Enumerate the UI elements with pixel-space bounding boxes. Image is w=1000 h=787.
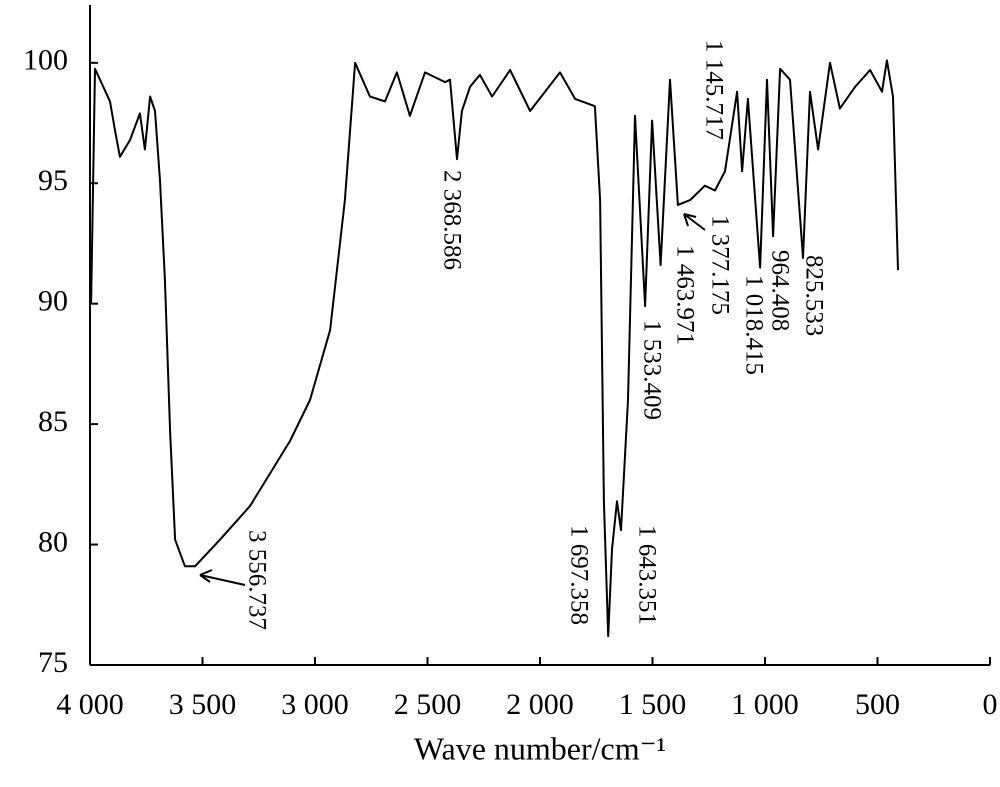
y-tick-label: 85 (38, 405, 68, 438)
y-tick-label: 100 (23, 44, 68, 77)
x-tick-label: 1 500 (619, 688, 687, 721)
peak-label: 1 377.175 (706, 215, 733, 315)
arrow (683, 213, 706, 231)
x-tick-label: 0 (983, 688, 998, 721)
peak-label: 1 697.358 (565, 525, 592, 625)
spectrum-line (90, 59, 899, 638)
x-tick-label: 500 (855, 688, 900, 721)
x-axis-label: Wave number/cm⁻¹ (414, 730, 666, 766)
y-tick-label: 75 (38, 646, 68, 679)
x-tick-label: 2 500 (394, 688, 462, 721)
x-tick-label: 3 000 (281, 688, 349, 721)
peak-label: 1 533.409 (638, 320, 665, 420)
x-tick-label: 2 000 (506, 688, 574, 721)
y-tick-label: 95 (38, 164, 68, 197)
peak-label: 3 556.737 (243, 530, 270, 630)
y-tick-label: 90 (38, 285, 68, 318)
peak-label: 964.408 (766, 250, 793, 331)
arrow (199, 569, 246, 586)
y-tick-label: 80 (38, 525, 68, 558)
peak-label: 1 018.415 (740, 275, 767, 375)
peak-label: 1 643.351 (633, 525, 660, 625)
peak-label: 1 463.971 (671, 245, 698, 345)
x-tick-label: 4 000 (56, 688, 124, 721)
peak-label: 2 368.586 (438, 170, 465, 270)
x-tick-label: 1 000 (731, 688, 799, 721)
x-tick-label: 3 500 (169, 688, 237, 721)
peak-label: 1 145.717 (700, 40, 727, 140)
peak-label: 825.533 (800, 255, 827, 336)
